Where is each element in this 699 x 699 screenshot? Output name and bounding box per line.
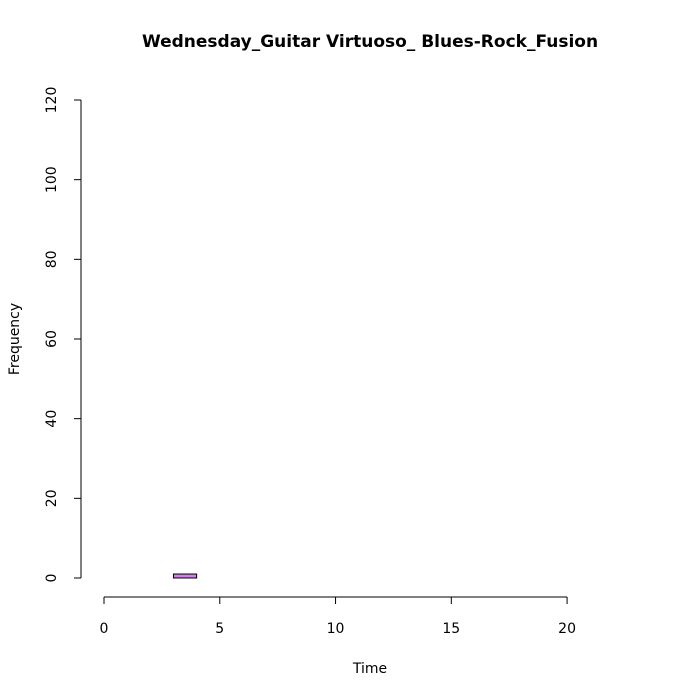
- y-tick-label: 20: [44, 489, 60, 507]
- y-tick-label: 60: [44, 330, 60, 348]
- x-tick-label: 0: [100, 621, 109, 637]
- bars-group: [172, 573, 198, 579]
- y-axis: 0 20 40 60 80 100 120: [44, 87, 82, 583]
- y-axis-label: Frequency: [7, 303, 23, 375]
- x-axis-label: Time: [352, 661, 387, 677]
- y-tick-label: 120: [44, 87, 60, 114]
- x-axis: 0 5 10 15 20: [100, 596, 576, 637]
- x-tick-label: 20: [558, 621, 576, 637]
- y-tick-label: 100: [44, 166, 60, 193]
- histogram-bar-3: [172, 573, 198, 579]
- x-tick-label: 10: [327, 621, 345, 637]
- y-tick-label: 80: [44, 250, 60, 268]
- x-tick-label: 5: [215, 621, 224, 637]
- y-tick-label: 40: [44, 410, 60, 428]
- y-tick-label: 0: [44, 574, 60, 583]
- x-tick-label: 15: [442, 621, 460, 637]
- chart-title: Wednesday_Guitar Virtuoso_ Blues-Rock_Fu…: [142, 32, 598, 52]
